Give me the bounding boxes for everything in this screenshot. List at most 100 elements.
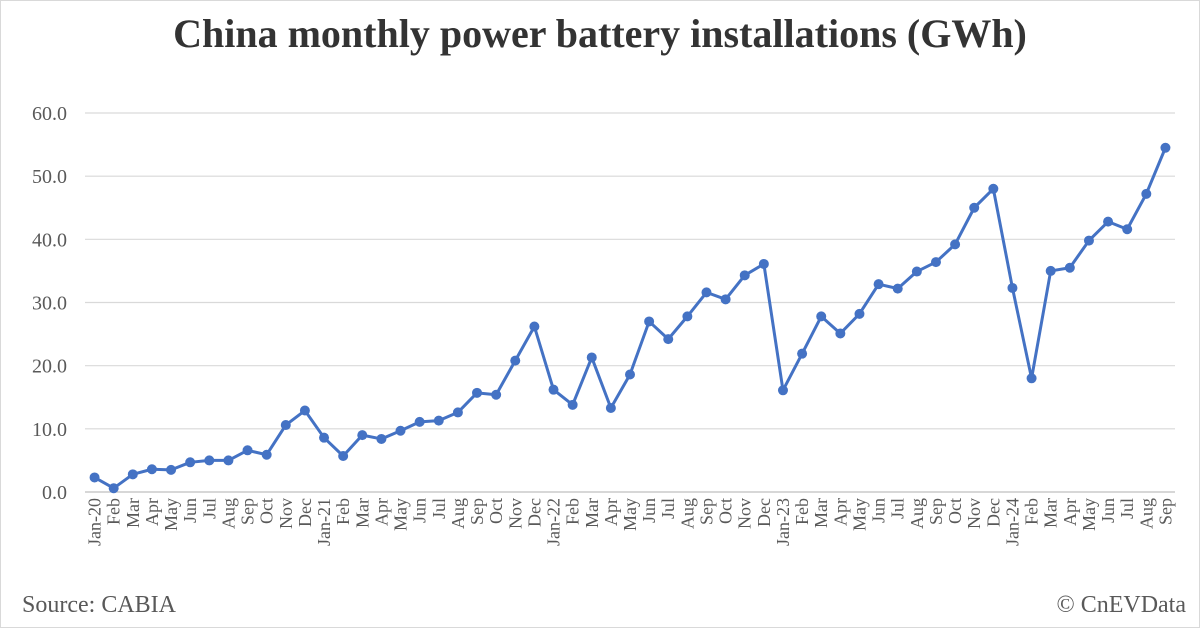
data-point — [376, 433, 387, 444]
data-point — [911, 266, 922, 277]
x-tick-label: Jan-20 — [85, 498, 105, 546]
x-tick-label: Sep — [238, 498, 258, 525]
data-point — [529, 321, 540, 332]
x-tick-label: Mar — [811, 498, 831, 528]
x-tick-label: Jun — [639, 498, 659, 523]
data-point — [242, 445, 253, 456]
data-point — [280, 420, 291, 431]
data-point — [835, 328, 846, 339]
x-tick-label: May — [620, 498, 640, 531]
y-tick-label: 30.0 — [32, 293, 67, 315]
data-point — [261, 449, 272, 460]
data-point — [720, 294, 731, 305]
x-axis-ticks: Jan-20 Feb Mar Apr May Jun Jul Aug Sep Oct Nov Dec J… — [85, 498, 1176, 546]
y-tick-label: 20.0 — [32, 356, 67, 378]
x-tick-label: Mar — [123, 498, 143, 528]
x-tick-label: Sep — [1155, 498, 1175, 525]
x-tick-label: Mar — [582, 498, 602, 528]
grid-lines — [85, 112, 1175, 493]
source-note: Source: CABIA — [22, 592, 176, 618]
data-point — [950, 239, 961, 250]
data-point — [816, 311, 827, 322]
data-point — [663, 334, 674, 345]
data-point — [1122, 224, 1133, 235]
data-point — [567, 399, 578, 410]
data-point — [472, 387, 483, 398]
data-point — [1026, 373, 1037, 384]
data-point — [586, 352, 597, 363]
x-tick-label: Jan-23 — [773, 498, 793, 546]
data-point — [433, 415, 444, 426]
x-tick-label: Nov — [505, 498, 525, 529]
x-tick-label: Nov — [276, 498, 296, 529]
x-tick-label: Aug — [448, 498, 468, 529]
data-point — [338, 450, 349, 461]
data-point — [969, 202, 980, 213]
data-point — [1064, 262, 1075, 273]
data-point — [1103, 216, 1114, 227]
x-tick-label: Feb — [563, 498, 583, 525]
y-tick-label: 50.0 — [32, 166, 67, 188]
x-tick-label: Oct — [945, 498, 965, 524]
x-tick-label: Jan-24 — [1002, 498, 1022, 546]
data-point — [682, 311, 693, 322]
chart-title: China monthly power battery installation… — [173, 11, 1027, 56]
x-tick-label: Nov — [964, 498, 984, 529]
data-point — [930, 257, 941, 268]
x-tick-label: Jan-21 — [314, 498, 334, 546]
data-point — [414, 416, 425, 427]
data-point — [127, 469, 138, 480]
x-tick-label: Jan-22 — [544, 498, 564, 546]
x-tick-label: Aug — [677, 498, 697, 529]
data-point — [701, 287, 712, 298]
data-point — [1083, 235, 1094, 246]
data-point — [739, 270, 750, 281]
data-point — [1007, 282, 1018, 293]
data-point — [452, 407, 463, 418]
data-point — [146, 464, 157, 475]
data-point — [1045, 265, 1056, 276]
y-tick-label: 40.0 — [32, 229, 67, 251]
series-group — [89, 142, 1171, 494]
x-tick-label: Sep — [926, 498, 946, 525]
x-tick-label: Feb — [1022, 498, 1042, 525]
data-point — [357, 430, 368, 441]
x-tick-label: Dec — [524, 498, 544, 527]
y-tick-label: 10.0 — [32, 419, 67, 441]
x-tick-label: Feb — [333, 498, 353, 525]
y-axis-ticks: 0.0 10.0 20.0 30.0 40.0 50.0 60.0 — [32, 103, 67, 504]
y-tick-label: 0.0 — [42, 482, 67, 504]
data-point — [988, 183, 999, 194]
x-tick-label: Nov — [735, 498, 755, 529]
x-tick-label: Jun — [869, 498, 889, 523]
x-tick-label: Jul — [1117, 498, 1137, 519]
x-tick-label: Aug — [1136, 498, 1156, 529]
x-tick-label: May — [1079, 498, 1099, 531]
data-point — [1141, 188, 1152, 199]
data-point — [395, 425, 406, 436]
x-tick-label: Jul — [658, 498, 678, 519]
data-point — [166, 464, 177, 475]
x-tick-label: May — [391, 498, 411, 531]
x-tick-label: Mar — [352, 498, 372, 528]
x-tick-label: Sep — [467, 498, 487, 525]
data-point — [873, 279, 884, 290]
data-point — [644, 316, 655, 327]
data-point — [797, 348, 808, 359]
x-tick-label: Feb — [104, 498, 124, 525]
data-point — [185, 457, 196, 468]
x-tick-label: Oct — [486, 498, 506, 524]
x-tick-label: Jun — [1098, 498, 1118, 523]
x-tick-label: Apr — [1060, 498, 1080, 526]
x-tick-label: Aug — [218, 498, 238, 529]
data-point — [758, 258, 769, 269]
x-tick-label: Oct — [716, 498, 736, 524]
data-point — [510, 355, 521, 366]
data-point — [625, 369, 635, 380]
x-tick-label: Apr — [601, 498, 621, 526]
data-point — [319, 432, 330, 443]
x-tick-label: Jun — [180, 498, 200, 523]
x-tick-label: Jul — [888, 498, 908, 519]
x-tick-label: Aug — [907, 498, 927, 529]
